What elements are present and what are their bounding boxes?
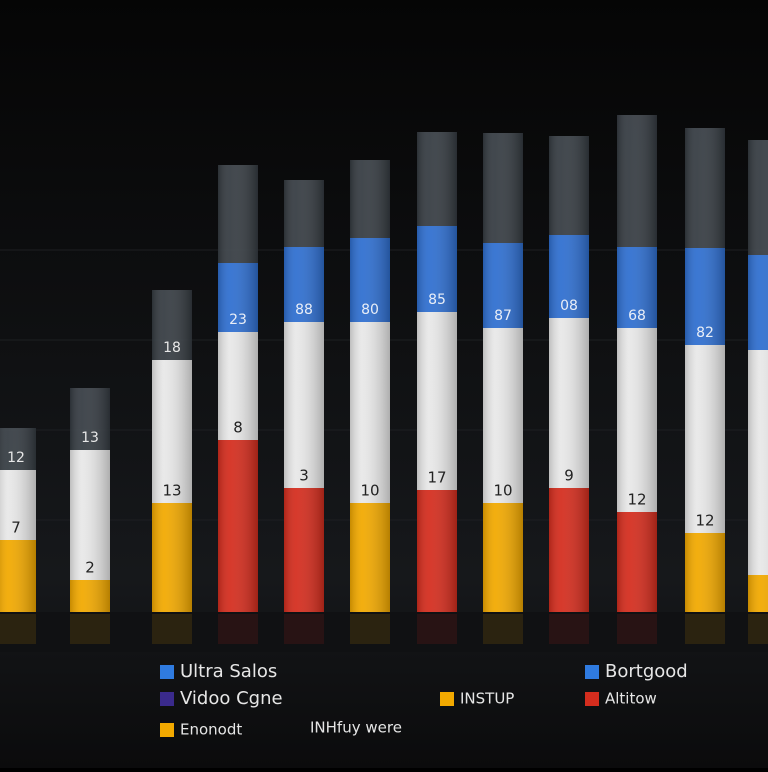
bar-shade (685, 128, 725, 612)
legend-label: Vidoo Cgne (180, 688, 283, 709)
legend-swatch (440, 692, 454, 706)
legend-label: INSTUP (460, 690, 514, 708)
bar-shade (70, 388, 110, 612)
legend-label: INHfuy were (310, 719, 402, 737)
bar-shade (549, 136, 589, 612)
data-label: 12 (7, 450, 25, 466)
data-label: 87 (494, 308, 512, 324)
bar-shade (483, 133, 523, 612)
legend-label: Enonodt (180, 721, 242, 739)
bar-reflection (417, 614, 457, 644)
data-label: 12 (695, 512, 714, 530)
bar-reflection (549, 614, 589, 644)
data-label: 13 (81, 430, 99, 446)
data-label: 85 (428, 292, 446, 308)
legend-label: Bortgood (605, 661, 688, 682)
bar-reflection (152, 614, 192, 644)
data-label: 88 (295, 302, 313, 318)
bar-reflection (748, 614, 768, 644)
floor (0, 612, 768, 652)
legend-swatch (585, 692, 599, 706)
bar-reflection (685, 614, 725, 644)
data-label: 10 (493, 482, 512, 500)
data-label: 80 (361, 302, 379, 318)
legend-swatch (160, 723, 174, 737)
bar-shade (617, 115, 657, 612)
bar-shade (152, 290, 192, 612)
bar-reflection (483, 614, 523, 644)
bar-reflection (350, 614, 390, 644)
legend-label: Altitow (605, 690, 657, 708)
bar-reflection (0, 614, 36, 644)
data-label: 3 (299, 467, 309, 485)
bar-shade (350, 160, 390, 612)
bar-reflection (617, 614, 657, 644)
data-label: 23 (229, 312, 247, 328)
bar-shade (0, 428, 36, 612)
data-label: 8 (233, 419, 243, 437)
bar-shade (284, 180, 324, 612)
legend-label: Ultra Salos (180, 661, 277, 682)
data-label: 13 (162, 482, 181, 500)
data-label: 10 (360, 482, 379, 500)
data-label: 2 (85, 559, 95, 577)
data-label: 7 (11, 519, 21, 537)
bar-reflection (284, 614, 324, 644)
bar-shade (417, 132, 457, 612)
data-label: 82 (696, 325, 714, 341)
data-label: 08 (560, 298, 578, 314)
data-label: 12 (627, 491, 646, 509)
bar-reflection (218, 614, 258, 644)
bar-shade (748, 140, 768, 612)
data-label: 18 (163, 340, 181, 356)
data-label: 9 (564, 467, 574, 485)
data-label: 17 (427, 469, 446, 487)
legend-swatch (160, 665, 174, 679)
legend-swatch (585, 665, 599, 679)
bar-reflection (70, 614, 110, 644)
legend-swatch (160, 692, 174, 706)
bar-shade (218, 165, 258, 612)
data-label: 68 (628, 308, 646, 324)
